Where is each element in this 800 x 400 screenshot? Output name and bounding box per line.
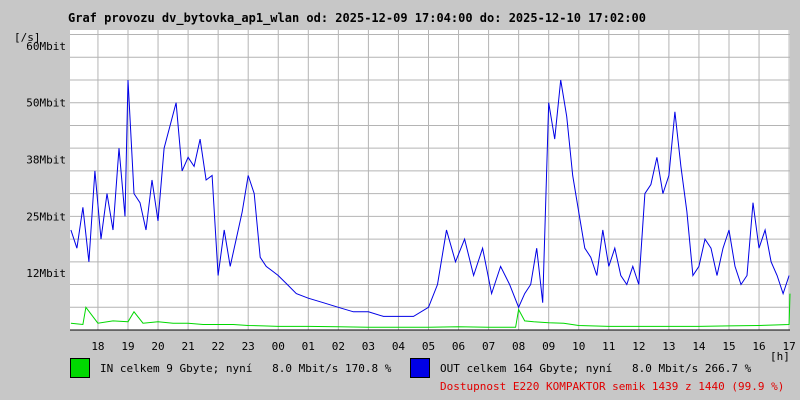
out-legend-swatch	[410, 358, 430, 378]
x-tick-label: 18	[91, 340, 104, 353]
in-legend-swatch	[70, 358, 90, 378]
x-axis-unit-label: [h]	[770, 350, 790, 363]
x-tick-label: 02	[332, 340, 345, 353]
chart-title: Graf provozu dv_bytovka_ap1_wlan od: 202…	[68, 11, 646, 26]
out-legend-text: OUT celkem 164 Gbyte; nyní 8.0 Mbit/s 26…	[440, 362, 752, 375]
y-tick-label: 12Mbit	[26, 267, 66, 280]
x-tick-label: 00	[272, 340, 285, 353]
y-tick-label: 38Mbit	[26, 154, 66, 167]
x-tick-label: 17	[782, 340, 795, 353]
x-tick-label: 20	[151, 340, 164, 353]
x-tick-label: 06	[452, 340, 465, 353]
x-tick-label: 23	[242, 340, 255, 353]
x-tick-label: 03	[362, 340, 375, 353]
series-layer	[70, 79, 791, 328]
y-axis-unit-label: [/s]	[14, 31, 41, 44]
series-line-in	[70, 293, 791, 328]
availability-text: Dostupnost E220 KOMPAKTOR semik 1439 z 1…	[440, 380, 785, 393]
x-tick-label: 21	[181, 340, 194, 353]
x-tick-label: 22	[212, 340, 225, 353]
x-tick-label: 13	[662, 340, 675, 353]
series-line-out	[70, 79, 790, 317]
x-tick-label: 01	[302, 340, 315, 353]
x-tick-label: 12	[632, 340, 645, 353]
x-tick-labels: 18 19 20 21 22 23 00 01 02 03 04 05 06 07 08 09 10 11 12 13…	[91, 340, 795, 353]
x-tick-label: 19	[121, 340, 134, 353]
x-tick-label: 07	[482, 340, 495, 353]
y-tick-label: 50Mbit	[26, 97, 66, 110]
y-tick-labels: 12Mbit 25Mbit 38Mbit 50Mbit 60Mbit	[26, 40, 66, 280]
x-tick-label: 10	[572, 340, 585, 353]
y-tick-label: 25Mbit	[26, 210, 66, 223]
x-tick-label: 15	[722, 340, 735, 353]
in-legend-text: IN celkem 9 Gbyte; nyní 8.0 Mbit/s 170.8…	[100, 362, 392, 375]
x-tick-label: 14	[692, 340, 706, 353]
x-tick-label: 16	[752, 340, 765, 353]
x-tick-label: 05	[422, 340, 435, 353]
x-tick-label: 04	[392, 340, 406, 353]
x-tick-label: 09	[542, 340, 555, 353]
x-tick-label: 08	[512, 340, 525, 353]
x-tick-label: 11	[602, 340, 615, 353]
y-tick-label: 60Mbit	[26, 40, 66, 53]
grid	[70, 30, 790, 330]
